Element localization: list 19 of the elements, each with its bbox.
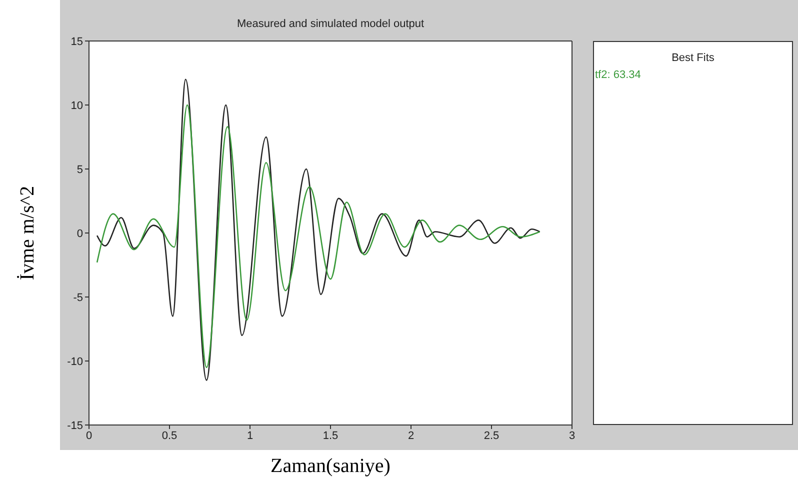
x-tick-label: 2.5 [484,430,500,442]
x-tick-label: 1 [246,430,254,442]
x-tick-label: 0 [86,430,92,442]
x-tick-label: 2 [408,430,414,442]
y-tick-label: 10 [70,100,83,112]
text: tf2: 63.34 [595,69,642,81]
y-tick-label: -15 [67,420,83,432]
y-axis-title: İvme m/s^2 [16,186,40,280]
x-axis-title: Zaman(saniye) [270,455,392,478]
x-tick-label: 1.5 [322,430,338,442]
y-tick-label: -10 [67,356,83,368]
y-tick-label: 0 [76,228,83,240]
text: Best Fits [670,52,716,64]
x-tick-label: 3 [568,430,576,442]
chart-title: Measured and simulated model output [236,18,426,30]
x-tick-label: 0.5 [162,430,178,442]
y-tick-label: 5 [76,164,83,176]
y-tick-label: 15 [70,36,83,48]
y-tick-label: -5 [73,292,83,304]
